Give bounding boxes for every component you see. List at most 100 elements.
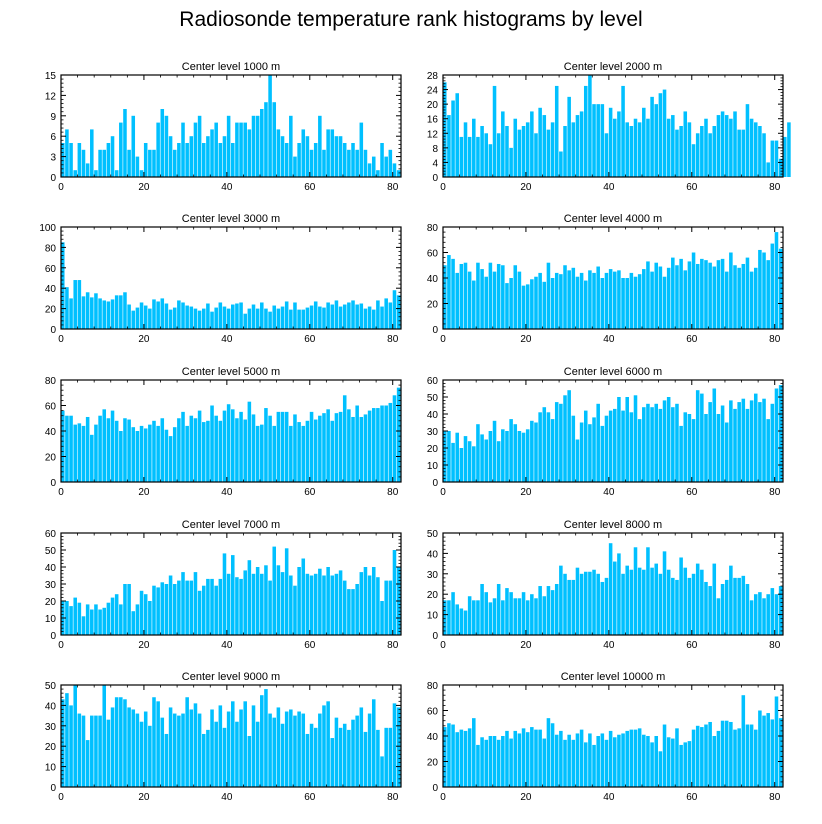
histogram-bar [724,115,729,177]
histogram-bar [181,713,185,787]
histogram-bar [114,594,119,635]
histogram-bar [359,416,364,482]
histogram-bar [376,729,380,787]
histogram-bar [729,252,733,329]
histogram-bar [443,265,447,329]
histogram-bar [363,414,368,482]
histogram-bar [85,416,90,482]
histogram-bar [297,711,301,787]
histogram-bar [741,575,746,635]
y-tick-label: 80 [427,681,439,692]
y-tick-label: 12 [427,129,439,140]
x-tick-label: 40 [221,334,233,345]
histogram-bar [546,262,551,329]
histogram-bar [567,96,571,177]
y-tick-label: 20 [427,444,439,455]
histogram-bar [687,122,692,177]
histogram-bar [766,594,770,635]
histogram-bar [617,553,621,635]
y-tick-label: 40 [45,284,57,295]
histogram-bar [90,297,94,329]
histogram-bar [563,265,567,329]
histogram-bar [73,170,77,177]
histogram-bar [181,411,185,482]
histogram-bar [534,729,538,787]
histogram-bar [65,601,69,635]
histogram-bar [513,265,518,329]
histogram-bar [81,425,86,482]
histogram-bar [309,149,314,177]
histogram-bar [567,270,571,329]
histogram-bar [749,724,754,787]
x-tick-label: 60 [304,792,316,803]
y-tick-label: 30 [427,427,439,438]
histogram-bar [496,441,501,482]
plot-frame [60,226,402,330]
x-tick-label: 60 [686,640,698,651]
y-tick-label: 10 [427,461,439,472]
histogram-bar [193,308,198,329]
histogram-bar [505,588,509,635]
x-tick-label: 20 [520,792,532,803]
histogram-bar [762,252,766,329]
histogram-bar [583,280,588,329]
histogram-bar [592,104,596,177]
histogram-bar [334,300,339,329]
histogram-bar [704,414,708,482]
histogram-bar [745,104,750,177]
histogram-bar [588,571,592,635]
histogram-bar [351,589,355,635]
histogram-bar [588,75,592,177]
y-tick-label: 0 [432,631,438,642]
histogram-bar [463,122,468,177]
histogram-bar [61,699,65,787]
histogram-bar [675,403,679,482]
histogram-bar [148,601,152,635]
histogram-bar [550,278,555,329]
histogram-bar [152,585,156,635]
histogram-bar [268,415,272,482]
histogram-bar [243,122,247,177]
histogram-bar [206,578,210,635]
histogram-bar [255,308,260,329]
histogram-bar [467,271,472,329]
histogram-bar [181,122,185,177]
histogram-bar [613,737,617,787]
histogram-bar [342,580,347,635]
histogram-bar [559,565,563,635]
histogram-bar [363,567,368,635]
histogram-bar [172,584,177,635]
histogram-bar [459,136,464,177]
histogram-bar [488,144,493,177]
histogram-bar [774,594,779,635]
histogram-bar [671,115,675,177]
histogram-bar [226,404,231,482]
x-tick-label: 20 [138,487,150,498]
y-tick-label: 50 [45,546,57,557]
histogram-bar [280,411,285,482]
histogram-bar [260,109,264,177]
histogram-bar [156,301,160,329]
x-tick-label: 0 [58,640,64,651]
x-tick-label: 60 [304,487,316,498]
histogram-bar [313,143,318,177]
histogram-bar [102,409,107,482]
histogram-bar [61,242,65,329]
y-tick-label: 50 [45,681,57,692]
panel-title: Center level 9000 m [182,671,280,683]
histogram-bar [338,727,343,787]
histogram-bar [621,278,625,329]
histogram-bar [621,410,625,482]
histogram-bar [396,295,401,329]
x-tick-label: 20 [138,334,150,345]
histogram-panel: Center level 3000 m 0 20 40 60 80 100 0 20 40 60 80 [39,213,402,345]
x-tick-label: 80 [769,640,781,651]
histogram-bar [592,417,596,482]
histogram-bar [567,390,571,482]
histogram-bar [260,695,264,787]
histogram-bar [658,573,663,635]
histogram-bar [447,723,451,787]
histogram-bar [293,585,297,635]
histogram-bar [501,265,505,329]
histogram-bar [114,170,119,177]
